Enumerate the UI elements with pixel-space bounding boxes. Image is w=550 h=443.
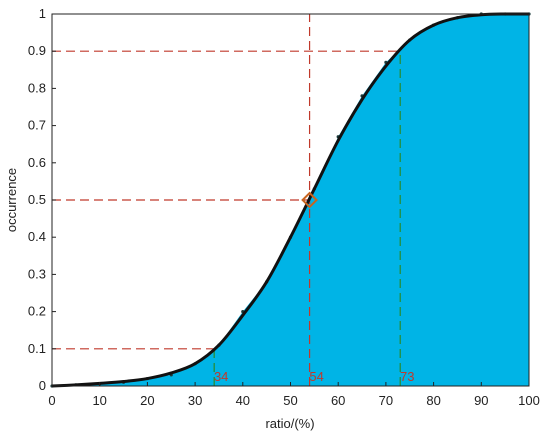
y-tick-label: 0.7: [28, 118, 46, 133]
x-tick-label: 40: [236, 393, 250, 408]
x-tick-label: 30: [188, 393, 202, 408]
y-tick-label: 0.1: [28, 341, 46, 356]
x-tick-label: 0: [48, 393, 55, 408]
median-marker: [301, 191, 318, 209]
x-tick-label: 70: [379, 393, 393, 408]
y-tick-label: 0.4: [28, 229, 46, 244]
x-tick-label: 90: [474, 393, 488, 408]
y-tick-label: 0.8: [28, 80, 46, 95]
x-tick-label: 50: [283, 393, 297, 408]
y-tick-label: 0.3: [28, 266, 46, 281]
reference-label: 54: [309, 369, 323, 384]
x-tick-label: 60: [331, 393, 345, 408]
y-tick-label: 0.9: [28, 43, 46, 58]
y-axis-label: occurrence: [4, 168, 19, 232]
fit-line: [51, 12, 530, 388]
y-tick-label: 0.6: [28, 155, 46, 170]
y-tick-label: 0.2: [28, 304, 46, 319]
x-tick-label: 20: [140, 393, 154, 408]
reference-label: 73: [400, 369, 414, 384]
area: [52, 14, 529, 386]
x-tick-label: 100: [518, 393, 540, 408]
y-tick-label: 0.5: [28, 192, 46, 207]
reference-label: 34: [214, 369, 228, 384]
y-tick-label: 0: [39, 378, 46, 393]
x-axis-label: ratio/(%): [265, 416, 314, 431]
x-tick-label: 80: [426, 393, 440, 408]
x-tick-label: 10: [92, 393, 106, 408]
y-tick-label: 1: [39, 6, 46, 21]
